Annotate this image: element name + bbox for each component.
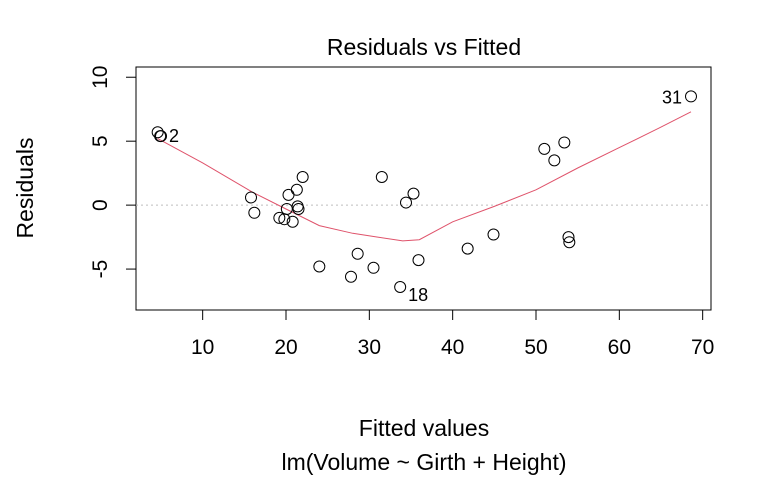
residual-point [538,142,551,155]
residual-point [407,187,420,200]
y-tick-label: 10 [89,66,112,89]
residual-point [248,206,261,219]
residual-point [351,247,364,260]
residual-point [151,126,164,139]
residual-point [487,228,500,241]
residual-point [412,254,425,267]
x-axis-label: Fitted values [359,415,489,441]
residual-point [562,231,575,244]
residual-point [290,183,303,196]
point-id-label: 2 [169,126,179,146]
residual-point [558,136,571,149]
y-tick-label: 0 [89,199,112,211]
x-tick-label: 30 [358,336,381,359]
y-tick-label: -5 [89,260,112,279]
residual-point [400,196,412,209]
residual-point [292,202,305,215]
y-axis-label: Residuals [12,138,38,239]
x-tick-label: 60 [608,336,631,359]
residual-point [273,211,286,224]
x-tick-label: 50 [524,336,547,359]
x-tick-label: 20 [274,336,297,359]
y-axis: -5 0 5 10 [89,66,137,279]
smooth-trend-line [157,111,692,242]
x-tick-label: 70 [691,336,714,359]
y-tick-label: 5 [89,135,112,147]
residual-point [375,170,388,183]
residual-point [245,191,257,204]
chart-subtitle: lm(Volume ~ Girth + Height) [281,449,566,475]
residual-point [367,261,380,274]
residual-point [461,242,474,255]
point-id-label: 31 [662,87,682,107]
residual-point [155,130,167,143]
x-axis: 10 20 30 40 50 60 70 [191,309,714,359]
residual-point [313,260,326,273]
residual-point [286,215,299,228]
residual-point [548,154,561,167]
residual-point [296,170,309,183]
residual-point [563,236,576,249]
chart-title: Residuals vs Fitted [327,34,521,60]
x-tick-label: 40 [441,336,464,359]
plot-marks: 2 18 31 [136,87,711,305]
point-id-label: 18 [408,285,428,305]
residual-point [685,90,697,103]
residual-point [345,270,357,283]
x-tick-label: 10 [191,336,214,359]
residual-point [394,280,407,293]
